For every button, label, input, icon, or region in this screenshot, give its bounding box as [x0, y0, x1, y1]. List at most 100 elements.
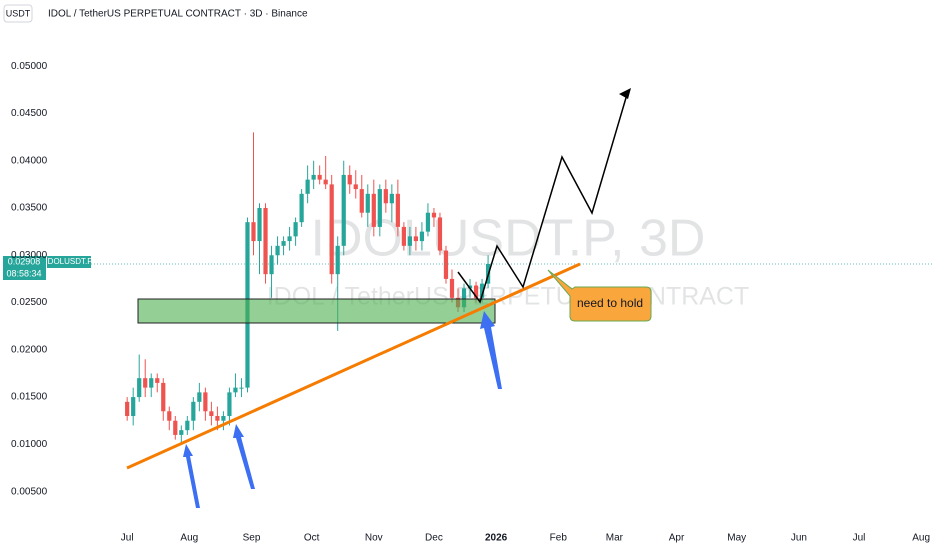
candle-body: [125, 401, 130, 416]
candle-body: [209, 411, 214, 416]
countdown-tag: [3, 268, 46, 280]
candle-body: [389, 193, 394, 204]
candle-body: [479, 283, 485, 298]
projection-arrowhead: [619, 88, 631, 99]
x-tick-label: Oct: [304, 533, 320, 544]
candle-body: [161, 382, 166, 412]
callout-text: need to hold: [577, 296, 643, 310]
candle-body: [431, 212, 437, 218]
candle-body: [401, 226, 406, 246]
plot: [58, 132, 932, 445]
candle-body: [263, 208, 268, 275]
candle-body: [383, 189, 388, 204]
y-tick-label: 0.02000: [11, 344, 48, 355]
candle-body: [281, 241, 286, 246]
currency: USDT: [6, 8, 31, 18]
candle-body: [275, 245, 280, 256]
candle-body: [425, 212, 431, 232]
candle-body: [311, 174, 316, 180]
price-tag: [3, 256, 46, 268]
candle-body: [203, 392, 208, 412]
candle-body: [227, 392, 232, 416]
watermark: IDOLUSDT.P, 3D: [311, 210, 706, 268]
candle-body: [221, 416, 226, 421]
candle-body: [443, 250, 449, 279]
projection-path: [457, 90, 629, 304]
price-tags: 08:58:34 IDOLUSDT.P 0.02908: [3, 256, 93, 280]
last-price: 0.02908: [8, 256, 41, 266]
candle-body: [197, 392, 202, 402]
x-tick-label: Aug: [912, 533, 930, 544]
candle-body: [143, 378, 148, 388]
blue-arrow: [233, 424, 255, 489]
candle-body: [167, 411, 172, 421]
countdown: 08:58:34: [6, 268, 41, 278]
candle-body: [293, 222, 298, 237]
candle-body: [377, 189, 382, 227]
candle-body: [257, 208, 262, 242]
x-tick-label: Sep: [243, 533, 261, 544]
candle-body: [173, 420, 178, 435]
candle-body: [233, 387, 238, 393]
candle-body: [137, 378, 142, 398]
candle-body: [251, 222, 256, 242]
candle-body: [131, 397, 136, 416]
blue-arrow: [480, 311, 502, 389]
x-tick-label: Aug: [180, 533, 198, 544]
candle-body: [473, 285, 479, 298]
candle-body: [395, 193, 400, 227]
candle-body: [239, 387, 244, 389]
candle-body: [437, 217, 443, 251]
blue-arrow: [183, 444, 200, 508]
candle-body: [323, 179, 328, 185]
x-tick-label: Jun: [791, 533, 807, 544]
candle-body: [341, 174, 346, 246]
candle-body: [299, 193, 304, 223]
candle-body: [335, 245, 340, 275]
y-tick-label: 0.00500: [11, 486, 48, 497]
support-zone: [137, 298, 496, 324]
x-tick-label: Jul: [121, 533, 134, 544]
y-tick-label: 0.02500: [11, 297, 48, 308]
drawings: need to hold: [126, 88, 652, 508]
candle-body: [155, 378, 160, 383]
candle-body: [329, 184, 334, 275]
candle-body: [461, 288, 467, 308]
trend-line: [126, 262, 581, 470]
candle-body: [149, 378, 154, 388]
y-tick-label: 0.05000: [11, 61, 48, 72]
candle-body: [269, 255, 274, 275]
callout: [547, 269, 652, 322]
y-tick-label: 0.04000: [11, 155, 48, 166]
candle-body: [449, 278, 455, 298]
y-tick-label: 0.04500: [11, 108, 48, 119]
x-tick-label: Mar: [606, 533, 624, 544]
candle-body: [419, 231, 425, 242]
x-tick-label: Feb: [550, 533, 568, 544]
currency-button[interactable]: [3, 4, 33, 23]
y-tick-label: 0.03500: [11, 203, 48, 214]
x-tick-label: Nov: [365, 533, 383, 544]
candle-body: [179, 430, 184, 435]
x-tick-label: 2026: [485, 533, 508, 544]
candle-body: [371, 193, 376, 227]
x-tick-label: Dec: [425, 533, 443, 544]
candle-body: [317, 174, 322, 180]
x-tick-label: May: [727, 533, 746, 544]
candle-body: [191, 401, 196, 421]
symbol-tag: [47, 256, 91, 268]
candle-body: [305, 179, 310, 194]
candle-body: [365, 193, 370, 213]
symbol-label: IDOLUSDT.P: [45, 257, 92, 266]
x-tick-label: Jul: [853, 533, 866, 544]
y-tick-label: 0.03000: [11, 250, 48, 261]
candle-body: [467, 285, 473, 289]
candle-body: [413, 236, 419, 242]
y-tick-label: 0.01500: [11, 392, 48, 403]
candle-body: [287, 236, 292, 242]
y-tick-label: 0.01000: [11, 439, 48, 450]
candle-body: [347, 174, 352, 185]
x-tick-label: Apr: [669, 533, 685, 544]
candle-body: [215, 416, 220, 421]
